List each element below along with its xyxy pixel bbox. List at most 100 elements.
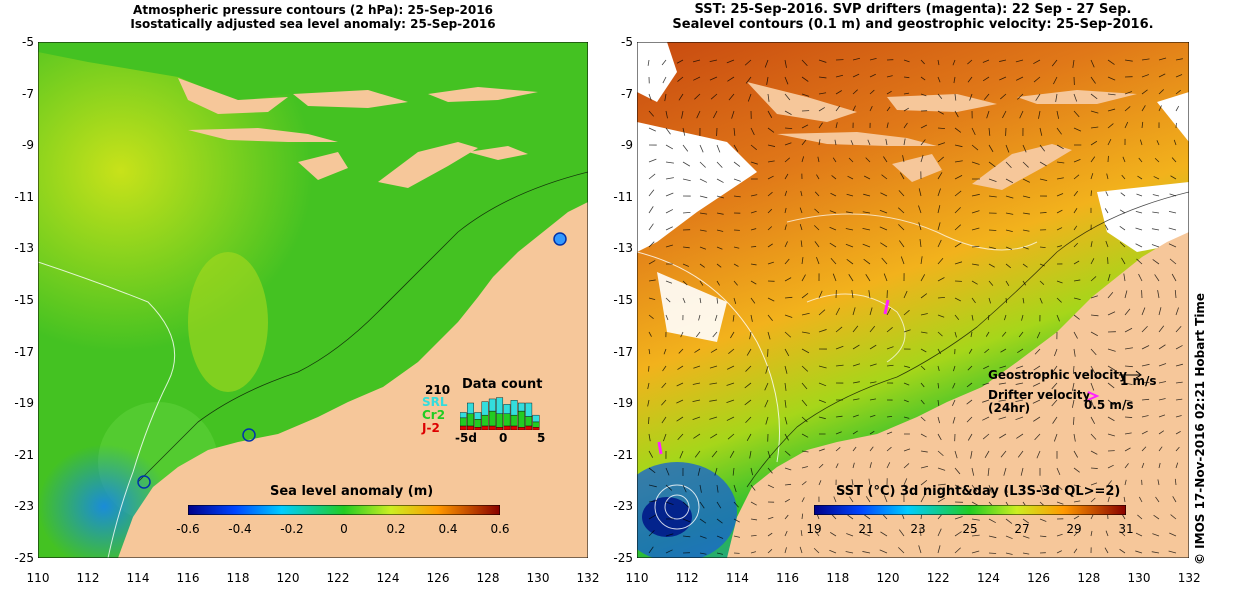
velocity-arrow: [732, 467, 735, 476]
velocity-arrow: [1039, 127, 1043, 136]
velocity-arrow: [998, 416, 1007, 420]
velocity-arrow: [1123, 273, 1126, 282]
velocity-arrow: [698, 314, 701, 321]
left-colorbar-tick: -0.6: [176, 522, 200, 536]
velocity-arrow: [886, 431, 893, 435]
velocity-arrow: [801, 481, 807, 486]
velocity-arrow: [699, 501, 705, 509]
left-colorbar-tick: 0.4: [438, 522, 458, 536]
lon-tick-right: 132: [1177, 571, 1201, 585]
velocity-arrow: [903, 478, 908, 486]
velocity-arrow: [1107, 93, 1116, 96]
velocity-arrow: [1124, 382, 1133, 386]
velocity-arrow: [954, 547, 961, 554]
drifter-velocity-unit: 0.5 m/s: [1084, 398, 1134, 412]
data-count-bar-cr2: [481, 414, 489, 427]
velocity-arrow: [648, 223, 654, 231]
velocity-arrow: [733, 484, 737, 493]
velocity-arrow: [1035, 93, 1041, 101]
velocity-arrow: [665, 280, 673, 284]
velocity-arrow: [1056, 501, 1064, 505]
velocity-arrow: [818, 107, 825, 112]
velocity-arrow: [647, 382, 650, 390]
velocity-arrow: [920, 59, 925, 65]
source-cr2: Cr2: [422, 408, 446, 422]
velocity-arrow: [692, 416, 701, 420]
right-colorbar: [814, 505, 1126, 515]
velocity-arrow: [1090, 514, 1094, 520]
velocity-arrow: [1015, 416, 1024, 421]
velocity-arrow: [851, 479, 854, 486]
velocity-arrow: [1175, 415, 1182, 418]
velocity-arrow: [711, 450, 718, 458]
velocity-arrow: [1039, 144, 1046, 152]
velocity-arrow: [818, 122, 823, 129]
velocity-arrow: [747, 93, 752, 102]
velocity-arrow: [1073, 314, 1080, 320]
velocity-arrow: [988, 195, 997, 198]
velocity-arrow: [726, 399, 735, 403]
velocity-arrow: [954, 174, 963, 180]
velocity-arrow: [1005, 195, 1014, 199]
source-j2: J-2: [422, 421, 440, 435]
velocity-arrow: [982, 416, 990, 421]
velocity-arrow: [745, 76, 752, 84]
velocity-arrow: [1124, 432, 1132, 435]
velocity-arrow: [648, 314, 654, 319]
velocity-arrow: [799, 224, 803, 231]
velocity-arrow: [852, 325, 859, 333]
velocity-arrow: [1073, 208, 1078, 214]
velocity-arrow: [767, 549, 773, 554]
velocity-arrow: [988, 144, 994, 153]
velocity-arrow: [851, 290, 854, 299]
velocity-arrow: [801, 156, 805, 163]
velocity-arrow: [801, 382, 808, 390]
velocity-arrow: [835, 307, 841, 316]
velocity-arrow: [951, 399, 956, 406]
velocity-arrow: [1157, 290, 1160, 299]
velocity-arrow: [709, 76, 718, 81]
velocity-arrow: [954, 516, 963, 520]
velocity-arrow: [903, 92, 910, 95]
velocity-arrow: [1071, 399, 1075, 408]
velocity-arrow: [954, 297, 962, 302]
velocity-arrow: [971, 314, 974, 321]
velocity-arrow: [862, 243, 871, 248]
velocity-arrow: [1135, 210, 1143, 214]
velocity-arrow: [733, 263, 739, 267]
velocity-arrow: [661, 416, 667, 424]
velocity-arrow: [1022, 229, 1030, 232]
velocity-arrow: [937, 142, 946, 146]
velocity-arrow: [1090, 467, 1098, 469]
velocity-arrow: [727, 433, 735, 440]
velocity-arrow: [814, 208, 820, 214]
velocity-arrow: [1141, 363, 1150, 367]
velocity-arrow: [1107, 480, 1113, 486]
velocity-arrow: [1090, 399, 1095, 408]
velocity-arrow: [767, 208, 773, 214]
velocity-arrow: [814, 225, 820, 231]
velocity-arrow: [920, 274, 926, 282]
velocity-arrow: [880, 242, 888, 248]
lon-tick-left: 132: [576, 571, 600, 585]
velocity-arrow: [988, 535, 997, 539]
data-count-bar-srl: [481, 401, 489, 416]
velocity-arrow: [692, 399, 701, 402]
velocity-arrow: [898, 190, 905, 197]
velocity-arrow: [709, 382, 718, 385]
velocity-arrow: [1090, 156, 1096, 163]
velocity-arrow: [937, 76, 941, 83]
velocity-arrow: [1090, 497, 1096, 503]
velocity-arrow: [937, 528, 942, 537]
velocity-arrow: [1017, 450, 1024, 458]
velocity-arrow: [1124, 347, 1133, 350]
velocity-arrow: [833, 496, 837, 503]
velocity-arrow: [999, 433, 1007, 439]
velocity-arrow: [1107, 76, 1116, 81]
lon-tick-right: 112: [675, 571, 699, 585]
velocity-arrow: [801, 139, 807, 146]
velocity-arrow: [881, 174, 888, 180]
velocity-arrow: [767, 450, 771, 459]
velocity-arrow: [1107, 138, 1112, 146]
velocity-arrow: [818, 365, 827, 369]
